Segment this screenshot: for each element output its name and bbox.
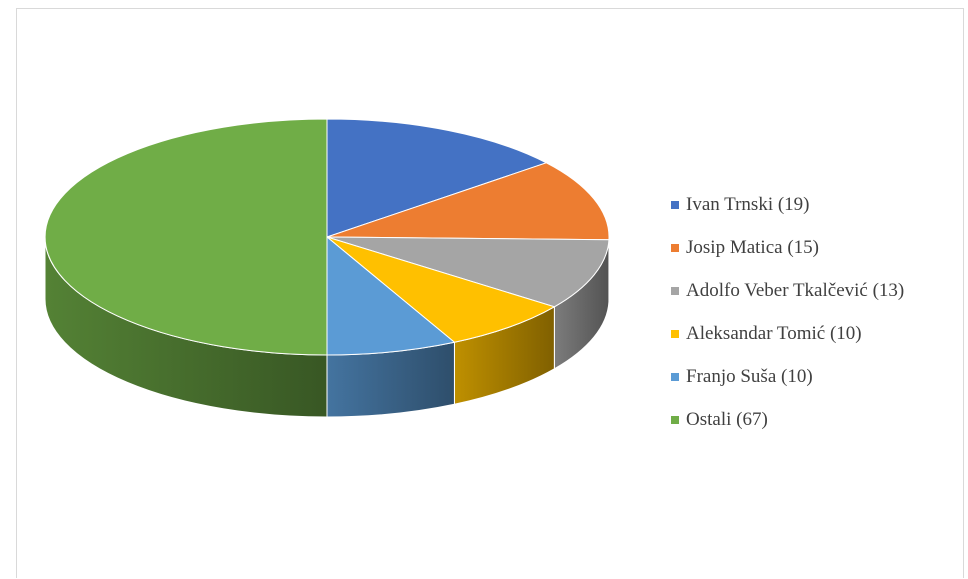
legend-label: Josip Matica (15) — [686, 237, 819, 259]
chart-area: Ivan Trnski (19) Josip Matica (15) Adolfo … — [16, 8, 964, 578]
legend-item: Franjo Suša (10) — [671, 355, 904, 398]
legend-item: Josip Matica (15) — [671, 226, 904, 269]
legend-swatch — [671, 330, 679, 338]
legend-item: Aleksandar Tomić (10) — [671, 312, 904, 355]
legend-label: Ivan Trnski (19) — [686, 194, 810, 216]
legend-item: Adolfo Veber Tkalčević (13) — [671, 269, 904, 312]
legend-label: Aleksandar Tomić (10) — [686, 323, 862, 345]
legend-swatch — [671, 373, 679, 381]
legend-item: Ostali (67) — [671, 398, 904, 441]
legend-item: Ivan Trnski (19) — [671, 183, 904, 226]
legend-swatch — [671, 416, 679, 424]
legend-label: Adolfo Veber Tkalčević (13) — [686, 280, 904, 302]
legend: Ivan Trnski (19) Josip Matica (15) Adolfo … — [671, 183, 904, 441]
legend-label: Franjo Suša (10) — [686, 366, 813, 388]
legend-swatch — [671, 201, 679, 209]
pie-slices — [45, 119, 609, 355]
legend-swatch — [671, 287, 679, 295]
legend-swatch — [671, 244, 679, 252]
legend-label: Ostali (67) — [686, 409, 768, 431]
